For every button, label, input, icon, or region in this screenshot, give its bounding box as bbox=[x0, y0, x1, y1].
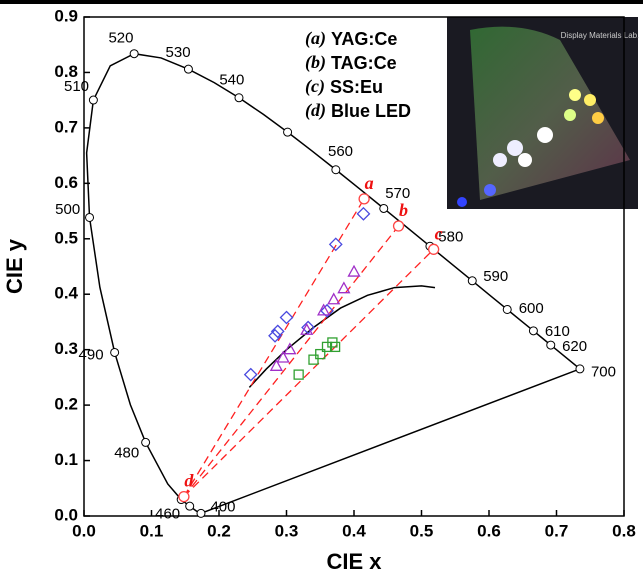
wavelength-label: 590 bbox=[483, 268, 508, 285]
locus-marker bbox=[184, 65, 192, 73]
legend-entry: (b)TAG:Ce bbox=[305, 52, 397, 73]
y-tick-label: 0.5 bbox=[54, 228, 78, 247]
legend-entry: (c)SS:Eu bbox=[305, 76, 383, 97]
locus-marker bbox=[380, 204, 388, 212]
x-tick-label: 0.5 bbox=[410, 521, 434, 540]
source-point bbox=[394, 221, 404, 231]
square-point bbox=[294, 370, 303, 379]
source-point bbox=[179, 492, 189, 502]
dashed-link bbox=[184, 249, 434, 496]
legend-letter: (a) bbox=[305, 28, 326, 49]
y-tick-label: 0.7 bbox=[54, 117, 78, 136]
y-tick-label: 0.2 bbox=[54, 395, 78, 414]
wavelength-label: 510 bbox=[64, 78, 89, 95]
locus-marker bbox=[111, 348, 119, 356]
locus-marker bbox=[284, 128, 292, 136]
source-label: c bbox=[435, 223, 443, 243]
wavelength-label: 400 bbox=[210, 498, 235, 515]
diamond-point bbox=[281, 312, 293, 324]
source-label: d bbox=[184, 471, 194, 491]
y-tick-label: 0.3 bbox=[54, 339, 78, 358]
y-tick-label: 0.6 bbox=[54, 173, 78, 192]
wavelength-label: 700 bbox=[591, 363, 616, 380]
legend-text: YAG:Ce bbox=[331, 29, 397, 49]
x-tick-label: 0.1 bbox=[140, 521, 164, 540]
locus-marker bbox=[503, 305, 511, 313]
locus-marker bbox=[529, 327, 537, 335]
x-tick-label: 0.4 bbox=[342, 521, 366, 540]
inset-photo: Display Materials Lab. bbox=[447, 17, 639, 209]
legend-letter: (d) bbox=[305, 100, 326, 121]
x-tick-label: 0.3 bbox=[275, 521, 299, 540]
locus-marker bbox=[186, 502, 194, 510]
legend-entry: (a)YAG:Ce bbox=[305, 28, 397, 49]
wavelength-label: 530 bbox=[166, 44, 191, 61]
wavelength-label: 490 bbox=[79, 347, 104, 364]
locus-marker bbox=[142, 438, 150, 446]
locus-marker bbox=[576, 365, 584, 373]
legend-letter: (b) bbox=[305, 52, 326, 73]
wavelength-label: 560 bbox=[328, 143, 353, 160]
wavelength-label: 500 bbox=[55, 201, 80, 218]
x-tick-label: 0.8 bbox=[612, 521, 636, 540]
legend-text: Blue LED bbox=[331, 101, 411, 121]
y-axis-label: CIE y bbox=[2, 238, 27, 294]
locus-marker bbox=[235, 94, 243, 102]
top-rule bbox=[0, 0, 643, 4]
locus-marker bbox=[130, 50, 138, 58]
legend-letter: (c) bbox=[305, 76, 325, 97]
locus-marker bbox=[332, 166, 340, 174]
x-tick-label: 0.7 bbox=[545, 521, 569, 540]
source-point bbox=[429, 244, 439, 254]
wavelength-label: 460 bbox=[155, 505, 180, 522]
locus-marker bbox=[86, 213, 94, 221]
source-point bbox=[359, 194, 369, 204]
dashed-link bbox=[184, 226, 399, 497]
x-tick-label: 0.6 bbox=[477, 521, 501, 540]
triangle-point bbox=[284, 344, 295, 354]
legend-text: SS:Eu bbox=[330, 77, 383, 97]
y-tick-label: 0.9 bbox=[54, 6, 78, 25]
source-label: a bbox=[365, 173, 374, 193]
wavelength-label: 540 bbox=[219, 72, 244, 89]
wavelength-label: 520 bbox=[108, 30, 133, 47]
diamond-point bbox=[357, 208, 369, 220]
source-label: b bbox=[399, 200, 408, 220]
locus-marker bbox=[468, 277, 476, 285]
triangle-point bbox=[338, 283, 349, 293]
legend-text: TAG:Ce bbox=[331, 53, 397, 73]
y-tick-label: 0.0 bbox=[54, 505, 78, 524]
legend-entry: (d)Blue LED bbox=[305, 100, 411, 121]
y-tick-label: 0.4 bbox=[54, 284, 78, 303]
x-axis-label: CIE x bbox=[326, 549, 382, 574]
dashed-link bbox=[184, 199, 364, 497]
wavelength-label: 620 bbox=[562, 338, 587, 355]
wavelength-label: 600 bbox=[519, 300, 544, 317]
wavelength-label: 480 bbox=[114, 444, 139, 461]
chart: Display Materials Lab. 0.0 0.1 0.2 0.3 0.4 0.… bbox=[0, 0, 643, 581]
inset-text: Display Materials Lab. bbox=[561, 31, 640, 40]
y-tick-label: 0.1 bbox=[54, 450, 78, 469]
locus-marker bbox=[547, 341, 555, 349]
triangle-point bbox=[349, 266, 360, 276]
x-tick-label: 0.2 bbox=[207, 521, 231, 540]
locus-marker bbox=[89, 96, 97, 104]
diamond-point bbox=[330, 238, 342, 250]
square-point bbox=[309, 355, 318, 364]
locus-marker bbox=[197, 509, 205, 517]
